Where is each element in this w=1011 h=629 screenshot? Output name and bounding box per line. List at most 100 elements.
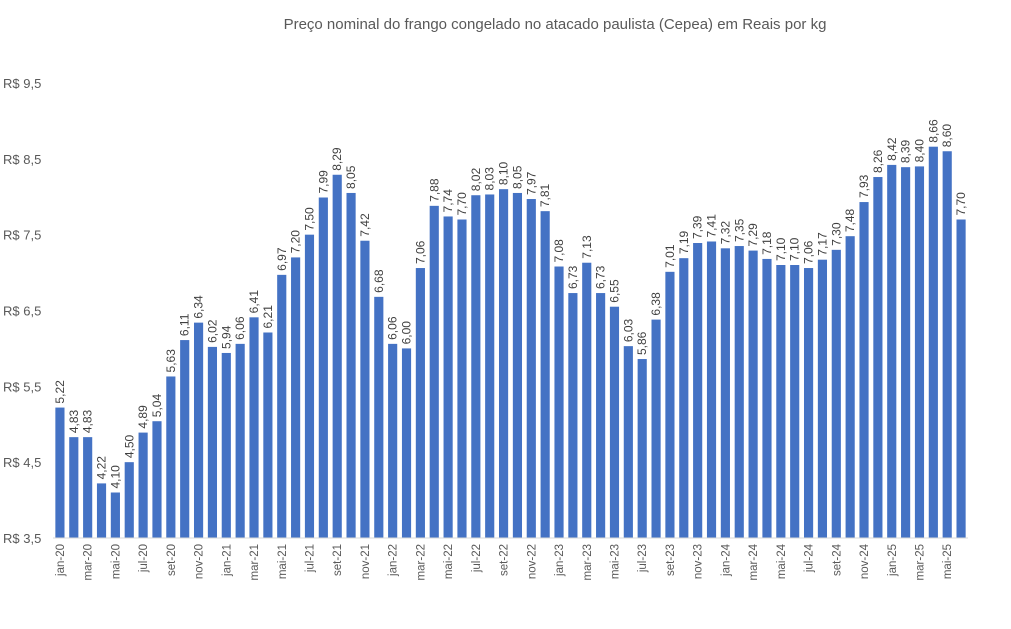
bar-dez-23	[706, 241, 717, 538]
data-label: 6,38	[649, 292, 663, 316]
x-tick-label: nov-22	[526, 544, 538, 579]
x-tick-label: set-24	[831, 543, 843, 576]
bar-dez-20	[207, 346, 218, 538]
y-tick-label: R$ 9,5	[3, 76, 41, 91]
bar-mai-25	[942, 151, 952, 538]
data-label: 7,32	[718, 221, 732, 245]
bar-nov-21	[360, 240, 370, 538]
data-label: 6,06	[233, 316, 247, 340]
x-tick-label: set-20	[166, 544, 178, 576]
y-axis: R$ 3,5 R$ 4,5 R$ 5,5 R$ 6,5 R$ 7,5 R$ 8,5 R$ 9…	[3, 76, 41, 546]
bar-set-24	[831, 249, 841, 539]
bar-jun-21	[291, 257, 301, 538]
bar-mar-20	[83, 437, 93, 538]
x-tick-label: mai-20	[110, 544, 122, 579]
bar-mai-20	[110, 492, 120, 538]
data-label: 7,08	[552, 239, 566, 263]
chart-title: Preço nominal do frango congelado no ata…	[284, 16, 827, 33]
data-label: 7,81	[538, 183, 552, 207]
bars	[55, 146, 966, 539]
x-tick-label: mai-22	[443, 544, 455, 579]
y-tick-label: R$ 8,5	[3, 152, 41, 167]
data-label: 8,02	[469, 168, 483, 192]
bar-abr-24	[762, 258, 772, 538]
data-label: 7,13	[580, 235, 594, 259]
bar-mar-24	[748, 250, 758, 538]
data-label: 5,22	[53, 380, 67, 404]
x-tick-label: nov-20	[194, 544, 206, 579]
data-label: 7,20	[289, 230, 303, 254]
bar-mar-22	[415, 268, 425, 538]
bar-mai-24	[776, 265, 786, 538]
data-label: 8,26	[871, 149, 885, 173]
data-label: 5,63	[164, 349, 178, 373]
data-label: 8,42	[885, 137, 899, 161]
x-tick-label: jan-25	[887, 544, 899, 577]
bar-set-22	[498, 189, 509, 538]
data-label: 7,99	[316, 170, 330, 194]
bar-mai-22	[443, 216, 453, 538]
x-tick-label: jul-23	[637, 544, 649, 573]
bar-jun-24	[790, 265, 800, 538]
x-tick-label: mar-23	[582, 544, 594, 580]
bar-fev-20	[69, 437, 79, 538]
data-label: 6,11	[178, 313, 192, 336]
data-labels: 5,224,83 4,834,22 4,104,504,89 5,045,636,11…	[53, 119, 968, 488]
bar-jun-23	[623, 346, 633, 538]
data-label: 8,05	[510, 165, 524, 189]
data-label: 6,41	[247, 290, 261, 314]
data-label: 8,39	[899, 139, 913, 163]
x-tick-label: mar-21	[249, 544, 261, 580]
x-tick-label: jan-24	[720, 543, 732, 577]
data-label: 7,97	[524, 171, 538, 195]
bar-out-20	[180, 340, 190, 538]
data-label: 5,86	[635, 331, 649, 355]
data-label: 7,41	[705, 214, 719, 238]
data-label: 8,29	[330, 147, 344, 171]
data-label: 4,83	[81, 409, 95, 433]
x-axis: jan-20 mar-20 mai-20 jul-20 set-20 nov-20 jan-…	[55, 543, 954, 580]
x-tick-label: jan-21	[221, 544, 233, 577]
bar-nov-24	[859, 202, 869, 538]
x-tick-label: jan-20	[55, 544, 67, 577]
x-tick-label: mai-21	[277, 544, 289, 579]
data-label: 5,94	[219, 325, 233, 349]
bar-ago-22	[485, 194, 495, 538]
bar-set-23	[665, 271, 675, 538]
data-label: 7,74	[441, 189, 455, 213]
data-label: 7,70	[455, 192, 469, 216]
bar-abr-23	[596, 293, 606, 538]
bar-out-21	[346, 192, 356, 539]
bar-dez-22	[540, 211, 550, 539]
bar-dez-24	[873, 177, 883, 539]
x-tick-label: mar-25	[914, 544, 926, 580]
bar-jul-21	[304, 234, 315, 538]
x-tick-label: jul-21	[304, 544, 316, 573]
data-label: 7,93	[857, 174, 871, 198]
bar-jan-20	[55, 407, 65, 538]
bar-ago-20	[152, 421, 162, 538]
data-label: 8,66	[926, 119, 940, 143]
bar-set-21	[332, 174, 342, 538]
bar-mar-21	[249, 317, 259, 538]
data-label: 6,97	[275, 247, 289, 271]
bar-jan-23	[554, 266, 564, 538]
bar-abr-20	[96, 483, 107, 538]
bar-jul-23	[637, 359, 647, 538]
x-tick-label: mar-24	[748, 543, 760, 580]
data-label: 7,06	[413, 240, 427, 264]
bar-mar-25	[914, 166, 925, 538]
data-label: 7,17	[815, 232, 829, 256]
x-tick-label: nov-21	[360, 544, 372, 579]
bar-abr-22	[429, 205, 439, 538]
data-label: 5,04	[150, 394, 164, 418]
data-label: 4,89	[136, 405, 150, 429]
data-label: 6,73	[594, 265, 608, 289]
x-tick-label: mar-20	[83, 544, 95, 580]
x-tick-label: mai-24	[776, 543, 788, 579]
data-label: 7,88	[427, 178, 441, 202]
x-tick-label: mai-23	[609, 544, 621, 579]
data-label: 6,00	[400, 321, 414, 345]
data-label: 8,03	[483, 167, 497, 191]
